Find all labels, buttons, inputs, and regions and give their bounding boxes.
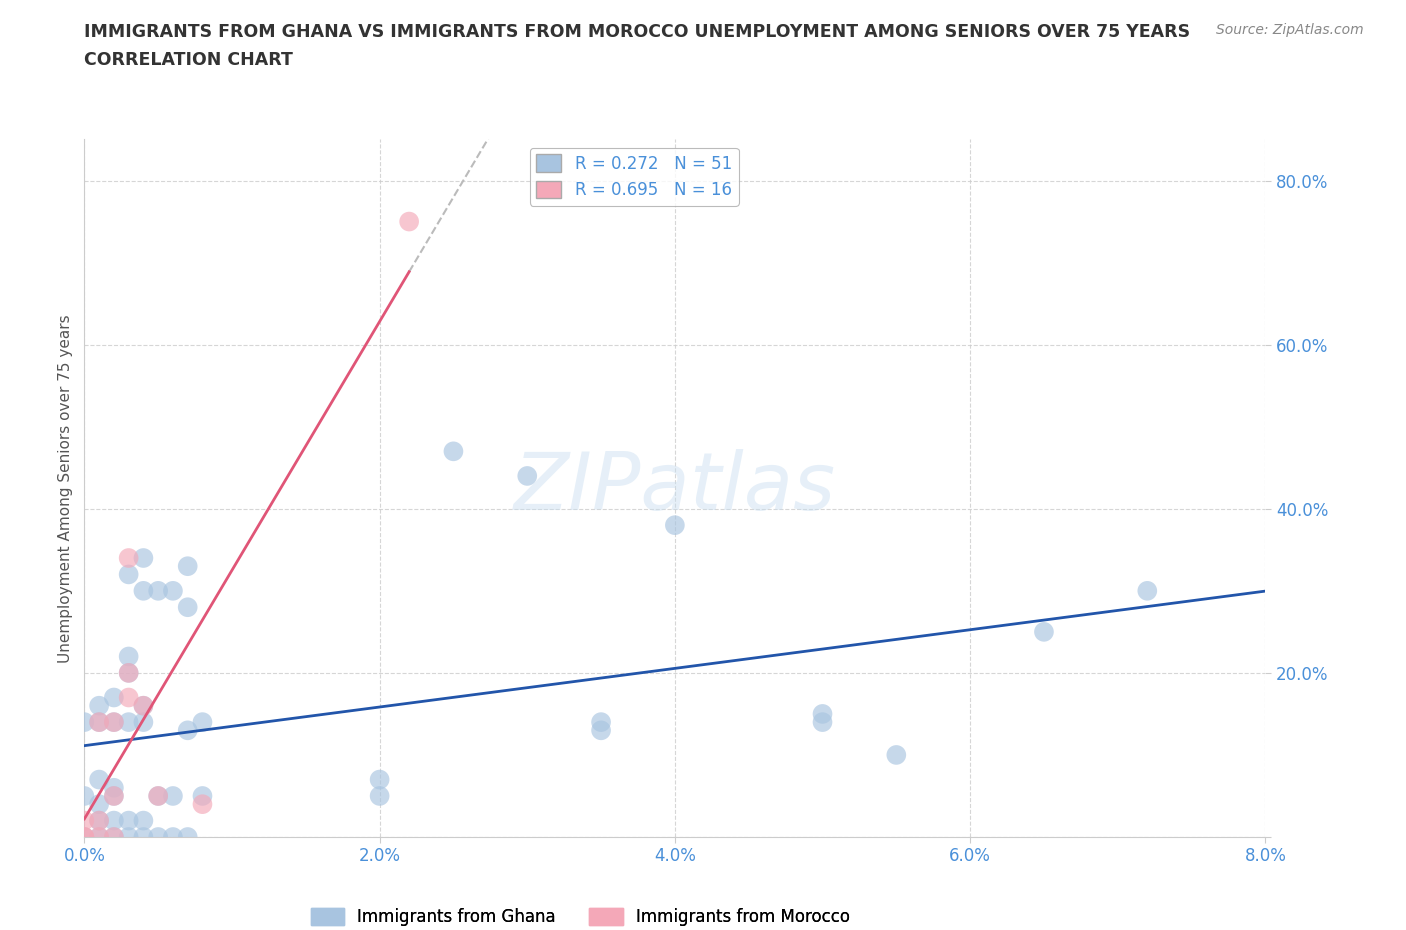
Point <box>87 813 111 828</box>
Point <box>132 551 155 565</box>
Point <box>118 567 141 582</box>
Text: IMMIGRANTS FROM GHANA VS IMMIGRANTS FROM MOROCCO UNEMPLOYMENT AMONG SENIORS OVER: IMMIGRANTS FROM GHANA VS IMMIGRANTS FROM… <box>84 23 1191 41</box>
Y-axis label: Unemployment Among Seniors over 75 years: Unemployment Among Seniors over 75 years <box>58 314 73 662</box>
Point <box>87 772 111 787</box>
Point <box>886 748 908 763</box>
Point <box>103 813 125 828</box>
Point <box>103 830 125 844</box>
Legend: Immigrants from Ghana, Immigrants from Morocco: Immigrants from Ghana, Immigrants from M… <box>304 901 856 930</box>
Point <box>443 444 465 458</box>
Point <box>103 714 125 729</box>
Point <box>118 666 141 681</box>
Point <box>177 830 200 844</box>
Point <box>398 214 420 229</box>
Point <box>118 690 141 705</box>
Point <box>191 789 214 804</box>
Point <box>132 714 155 729</box>
Point <box>73 830 96 844</box>
Point <box>1032 624 1054 639</box>
Point <box>87 714 111 729</box>
Point <box>87 813 111 828</box>
Text: ZIPatlas: ZIPatlas <box>513 449 837 527</box>
Point <box>87 830 111 844</box>
Point <box>191 714 214 729</box>
Point <box>118 830 141 844</box>
Text: Source: ZipAtlas.com: Source: ZipAtlas.com <box>1216 23 1364 37</box>
Point <box>191 797 214 812</box>
Point <box>162 830 184 844</box>
Point <box>132 813 155 828</box>
Point <box>811 714 834 729</box>
Point <box>118 551 141 565</box>
Point <box>148 789 170 804</box>
Point <box>103 789 125 804</box>
Point <box>103 690 125 705</box>
Point <box>87 830 111 844</box>
Point <box>148 830 170 844</box>
Point <box>591 723 613 737</box>
Point <box>118 666 141 681</box>
Point <box>73 830 96 844</box>
Point <box>132 698 155 713</box>
Point <box>73 813 96 828</box>
Point <box>73 830 96 844</box>
Point <box>87 698 111 713</box>
Point <box>87 714 111 729</box>
Point <box>162 789 184 804</box>
Point <box>103 789 125 804</box>
Point <box>148 789 170 804</box>
Point <box>811 707 834 722</box>
Point <box>368 772 391 787</box>
Point <box>132 698 155 713</box>
Point <box>591 714 613 729</box>
Point <box>87 797 111 812</box>
Point <box>103 830 125 844</box>
Text: CORRELATION CHART: CORRELATION CHART <box>84 51 294 69</box>
Point <box>118 649 141 664</box>
Point <box>132 583 155 598</box>
Point <box>1136 583 1159 598</box>
Point <box>664 518 686 533</box>
Point <box>368 789 391 804</box>
Point <box>148 583 170 598</box>
Point <box>516 469 538 484</box>
Point <box>73 714 96 729</box>
Point <box>177 559 200 574</box>
Point <box>132 830 155 844</box>
Point <box>118 813 141 828</box>
Point <box>118 714 141 729</box>
Point <box>103 780 125 795</box>
Point <box>73 789 96 804</box>
Point <box>103 714 125 729</box>
Point <box>177 600 200 615</box>
Point <box>177 723 200 737</box>
Point <box>162 583 184 598</box>
